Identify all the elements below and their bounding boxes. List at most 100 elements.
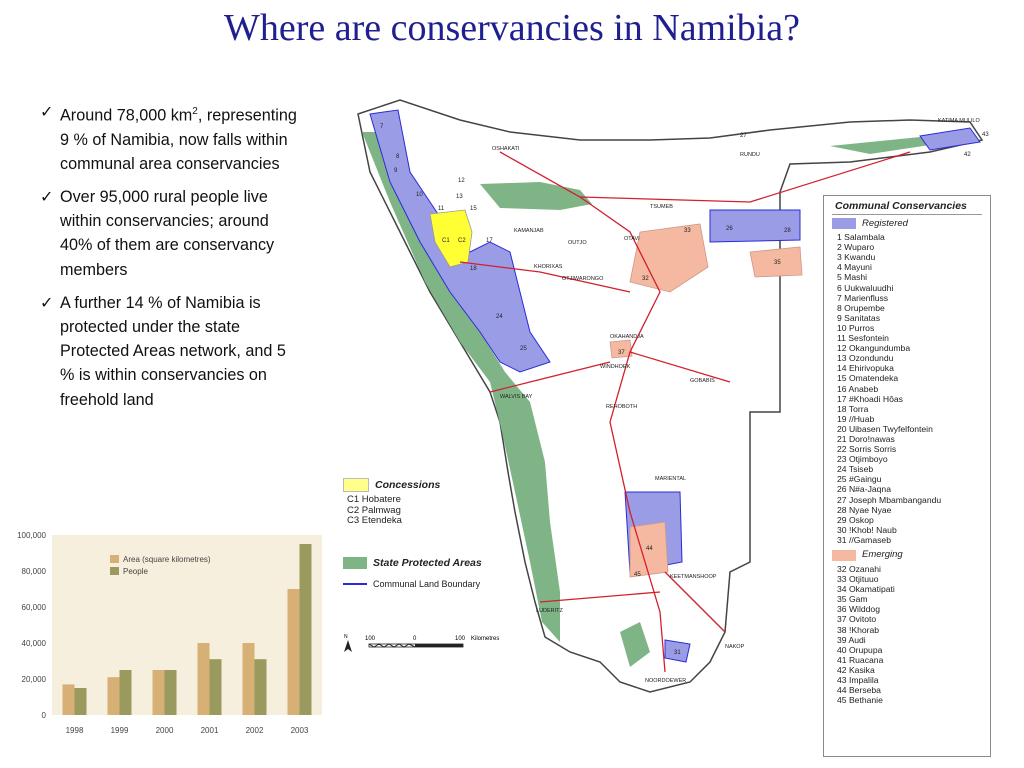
legend-entry: 20 Uibasen Twyfelfontein bbox=[837, 423, 933, 434]
bar-people bbox=[299, 544, 312, 715]
emerging-conservancy-south bbox=[629, 521, 669, 578]
concessions-legend: Concessions C1 Hobatere C2 Palmwag C3 Eten… bbox=[343, 478, 523, 527]
y-tick-label: 100,000 bbox=[17, 531, 46, 540]
town-label: TSUMEB bbox=[650, 204, 673, 210]
legend-entry: 13 Ozondundu bbox=[837, 353, 894, 364]
scale-bar-fill bbox=[415, 644, 463, 647]
legend-entry: 24 Tsiseb bbox=[837, 464, 874, 475]
legend-entry: 7 Marienfluss bbox=[837, 292, 889, 303]
y-tick-label: 80,000 bbox=[22, 567, 47, 576]
town-label: OTJIWARONGO bbox=[562, 276, 604, 282]
legend-entry: C1 Hobatere bbox=[347, 494, 401, 505]
town-label: MARIENTAL bbox=[655, 476, 686, 482]
legend-entry: 21 Doro!nawas bbox=[837, 433, 895, 444]
town-label: LUDERITZ bbox=[536, 608, 564, 614]
town-label: WINDHOEK bbox=[600, 364, 631, 370]
protected-areas-legend: State Protected Areas bbox=[343, 557, 482, 569]
legend-entry: 18 Torra bbox=[837, 403, 869, 414]
legend-divider bbox=[832, 214, 982, 216]
x-tick-label: 1998 bbox=[66, 726, 84, 735]
north-label: N bbox=[344, 634, 348, 640]
town-label: KATIMA MULILO bbox=[938, 118, 980, 124]
map-number: 33 bbox=[684, 228, 691, 234]
bar-people bbox=[164, 670, 177, 715]
bullet-item: ✓ A further 14 % of Namibia is protected… bbox=[40, 291, 302, 412]
x-tick-label: 1999 bbox=[111, 726, 129, 735]
legend-entry: 9 Sanitatas bbox=[837, 312, 880, 323]
bar-people bbox=[209, 659, 222, 715]
map-number: 24 bbox=[496, 314, 503, 320]
registered-list: 1 Salambala 2 Wuparo 3 Kwandu 4 Mayuni 5 Mas… bbox=[824, 232, 990, 545]
map-number: 26 bbox=[726, 226, 733, 232]
protected-area-caprivi bbox=[830, 136, 950, 154]
map-number: 35 bbox=[774, 260, 781, 266]
map-number: 37 bbox=[618, 350, 625, 356]
checkmark-icon: ✓ bbox=[40, 188, 54, 206]
scale-right: 100 bbox=[455, 636, 466, 642]
bar-chart: 0 20,000 40,000 60,000 80,000 100,000 1998 1999… bbox=[17, 531, 322, 735]
emerging-conservancy-east bbox=[629, 223, 709, 293]
legend-entry: 3 Kwandu bbox=[837, 252, 876, 263]
y-tick-label: 40,000 bbox=[22, 639, 47, 648]
concessions-header: Concessions bbox=[343, 478, 523, 492]
map-number: 25 bbox=[520, 346, 527, 352]
legend-entry: 19 //Huab bbox=[837, 413, 875, 424]
bar-area bbox=[197, 643, 210, 715]
legend-entry: 2 Wuparo bbox=[837, 242, 875, 253]
map-number: 42 bbox=[964, 152, 971, 158]
registered-swatch bbox=[832, 218, 856, 230]
boundary-legend: Communal Land Boundary bbox=[343, 579, 480, 589]
emerging-conservancy-gam bbox=[749, 246, 803, 278]
protected-swatch bbox=[343, 557, 367, 569]
legend-entry: 10 Purros bbox=[837, 322, 875, 333]
map-number: 17 bbox=[486, 238, 493, 244]
town-label: OTAVI bbox=[624, 236, 640, 242]
registered-conservancies-northeast bbox=[709, 209, 801, 243]
bar-area bbox=[242, 643, 255, 715]
registered-conservancies-northwest bbox=[369, 109, 551, 373]
registered-conservancies-caprivi bbox=[919, 127, 981, 151]
road-network bbox=[459, 151, 911, 673]
namibia-map: OSHAKATI RUNDU KATIMA MULILO TSUMEB KAMA… bbox=[357, 99, 989, 693]
bar-people bbox=[119, 670, 132, 715]
legend-entry: 11 Sesfontein bbox=[837, 333, 889, 344]
x-tick-label: 2002 bbox=[246, 726, 264, 735]
legend-entry: 29 Oskop bbox=[837, 514, 874, 525]
legend-entry: 27 Joseph Mbambangandu bbox=[837, 494, 942, 505]
town-label: KHORIXAS bbox=[534, 264, 563, 270]
bullet-item: ✓ Around 78,000 km2, representing 9 % of… bbox=[40, 100, 302, 176]
protected-area-south bbox=[620, 622, 650, 667]
legend-entry: 32 Ozanahi bbox=[837, 564, 881, 574]
checkmark-icon: ✓ bbox=[40, 293, 54, 312]
legend-title: Communal Conservancies bbox=[835, 200, 967, 212]
legend-entry: 42 Kasika bbox=[837, 664, 875, 675]
chart-plot-area bbox=[52, 535, 322, 715]
x-tick-label: 2001 bbox=[201, 726, 219, 735]
legend-entry: 12 Okangundumba bbox=[837, 343, 911, 354]
legend-entry: C3 Etendeka bbox=[347, 515, 402, 526]
y-tick-label: 0 bbox=[42, 711, 47, 720]
legend-entry: 15 Omatendeka bbox=[837, 373, 899, 384]
legend-entry: 25 #Gaingu bbox=[837, 474, 882, 485]
town-label: RUNDU bbox=[740, 152, 760, 158]
legend-emerging-header: Emerging bbox=[832, 550, 990, 561]
legend-entry: 4 Mayuni bbox=[837, 262, 872, 273]
superscript: 2 bbox=[192, 106, 198, 117]
town-label: NOORDOEWER bbox=[645, 678, 686, 684]
chart-legend-label: Area (square kilometres) bbox=[123, 555, 211, 564]
legend-entry: 8 Orupembe bbox=[837, 302, 885, 313]
registered-label: Registered bbox=[862, 217, 908, 229]
emerging-list: 32 Ozanahi 33 Otjituuo 34 Okamatipati 35 Ga… bbox=[824, 564, 990, 705]
legend-entry: 23 Otjimboyo bbox=[837, 454, 888, 465]
legend-swatch bbox=[110, 567, 119, 575]
legend-entry: 14 Ehirivopuka bbox=[837, 363, 894, 374]
legend-entry: 22 Sorris Sorris bbox=[837, 444, 897, 455]
concession-swatch bbox=[343, 478, 369, 492]
checkmark-icon: ✓ bbox=[40, 103, 54, 121]
x-tick-label: 2000 bbox=[156, 726, 174, 735]
legend-entry: 36 Wilddog bbox=[837, 604, 880, 615]
legend-registered-header: Registered bbox=[832, 217, 990, 230]
y-tick-label: 20,000 bbox=[22, 675, 47, 684]
legend-entry: 6 Uukwaluudhi bbox=[837, 282, 894, 293]
legend-entry: 30 !Khob! Naub bbox=[837, 524, 897, 535]
